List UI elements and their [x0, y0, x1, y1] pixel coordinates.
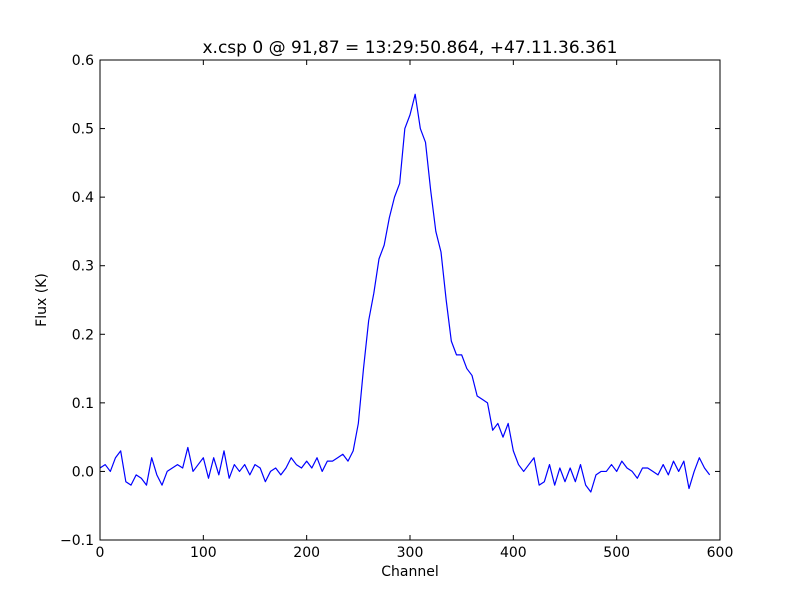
plot-frame	[99, 59, 721, 541]
x-tick-label: 300	[397, 545, 424, 561]
x-tick-label: 200	[293, 545, 320, 561]
chart-title: x.csp 0 @ 91,87 = 13:29:50.864, +47.11.3…	[202, 38, 617, 58]
y-tick-label: 0.2	[72, 327, 94, 343]
y-tick-label: 0.5	[72, 122, 94, 138]
x-tick-label: 500	[603, 545, 630, 561]
y-tick-label: 0.1	[72, 396, 94, 412]
y-tick-label: 0.4	[72, 190, 94, 206]
x-tick-label: 0	[96, 545, 105, 561]
line-series	[99, 93, 711, 493]
y-tick-label: −0.1	[60, 533, 94, 549]
x-tick-label: 400	[500, 545, 527, 561]
y-tick-label: 0.0	[72, 464, 94, 480]
y-axis-label: Flux (K)	[34, 273, 50, 327]
x-tick-label: 100	[190, 545, 217, 561]
x-tick-label: 600	[707, 545, 734, 561]
x-axis-label: Channel	[381, 564, 438, 580]
y-tick-label: 0.6	[72, 53, 94, 69]
y-tick-label: 0.3	[72, 259, 94, 275]
